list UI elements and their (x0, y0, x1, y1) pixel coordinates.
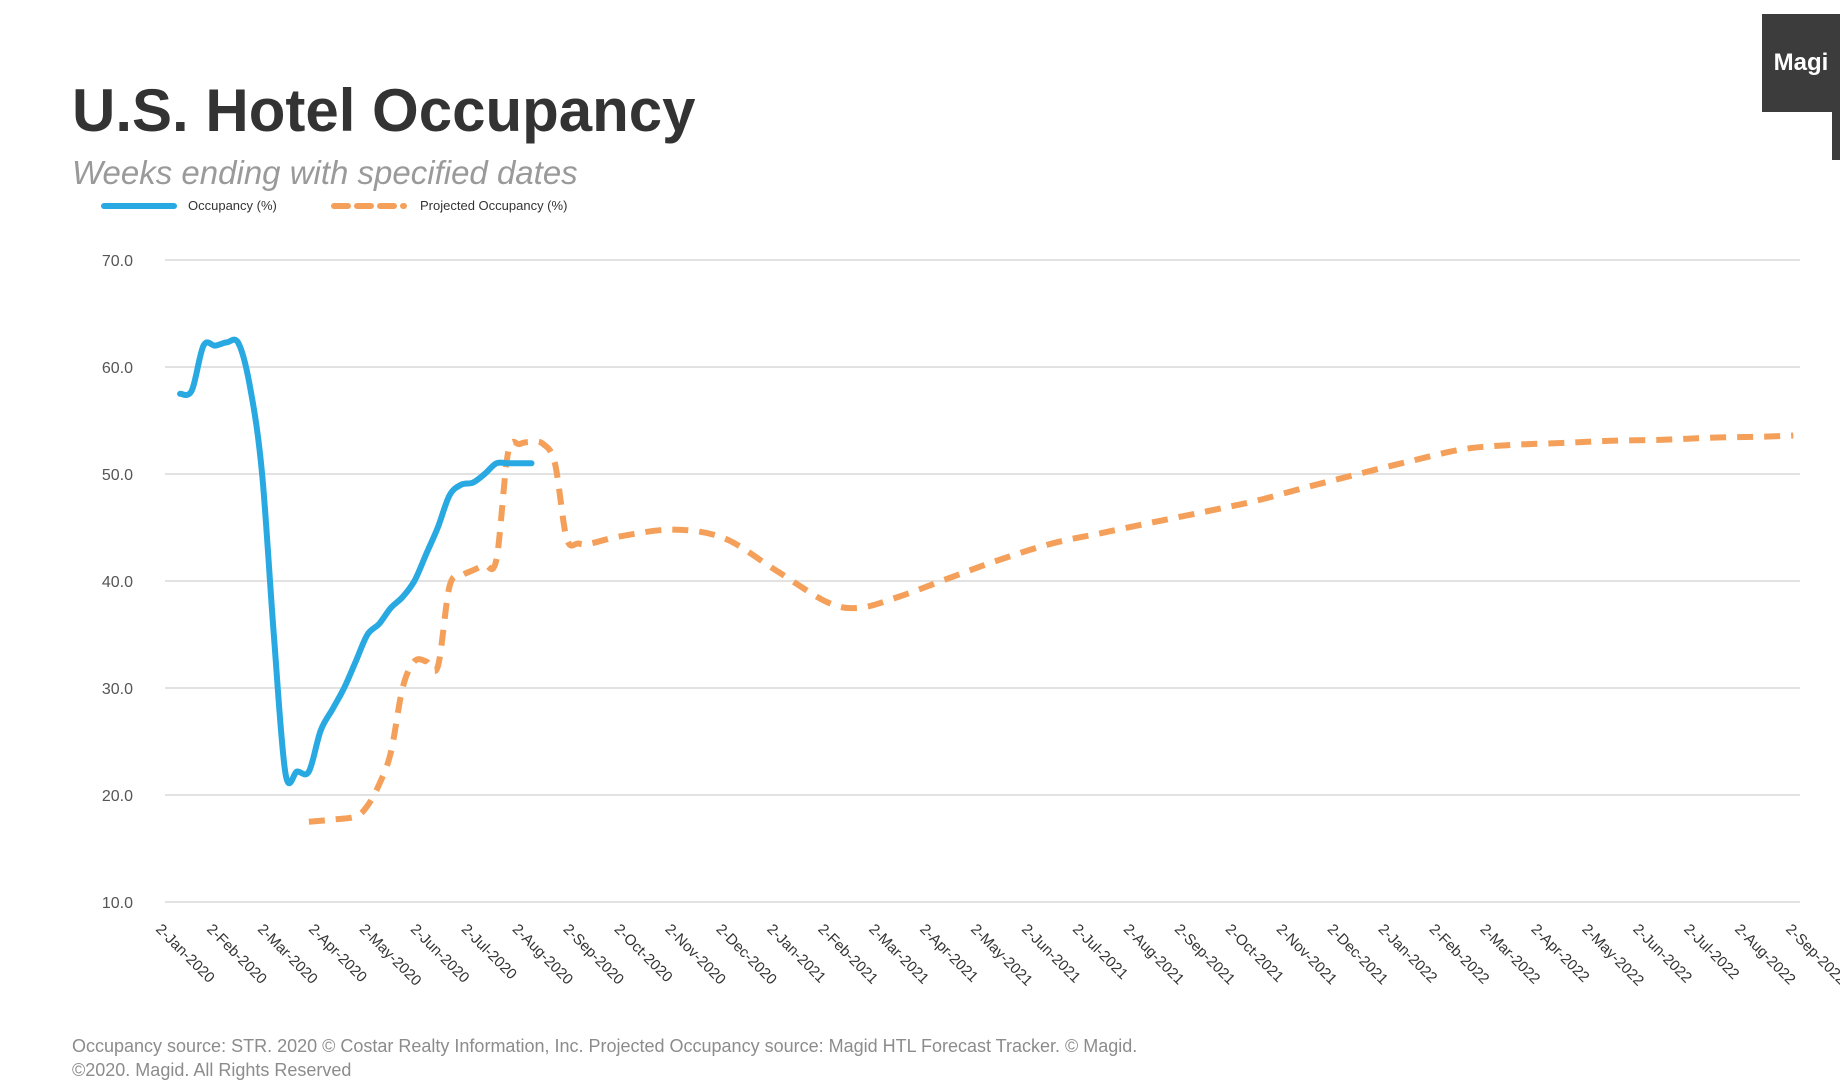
gridlines (165, 259, 1800, 903)
y-tick-label: 50.0 (102, 467, 133, 484)
y-tick-label: 70.0 (102, 253, 133, 270)
y-tick-label: 40.0 (102, 574, 133, 591)
legend-label-occupancy: Occupancy (%) (188, 198, 277, 213)
x-axis: 2-Jan-20202-Feb-20202-Mar-20202-Apr-2020… (152, 921, 1840, 990)
source-footer: Occupancy source: STR. 2020 © Costar Rea… (72, 1034, 1137, 1082)
y-tick-label: 60.0 (102, 360, 133, 377)
projected-occupancy-line (308, 432, 1794, 825)
chart-title: U.S. Hotel Occupancy (72, 77, 696, 144)
logo-text: Magi (1773, 49, 1829, 76)
series-lines (177, 336, 1794, 825)
occupancy-line (177, 336, 535, 787)
magid-logo: Magi (1762, 14, 1840, 112)
y-tick-label: 30.0 (102, 681, 133, 698)
legend-label-projected: Projected Occupancy (%) (420, 198, 567, 213)
y-axis: 10.0 20.0 30.0 40.0 50.0 60.0 70.0 (102, 253, 133, 912)
occupancy-chart: Occupancy (%) Projected Occupancy (%) 10… (101, 198, 1840, 990)
chart-subtitle: Weeks ending with specified dates (72, 154, 578, 191)
y-tick-label: 10.0 (102, 895, 133, 912)
y-tick-label: 20.0 (102, 788, 133, 805)
copyright-note: ©2020. Magid. All Rights Reserved (72, 1060, 352, 1080)
logo-accent-bar (1832, 112, 1840, 160)
legend: Occupancy (%) Projected Occupancy (%) (101, 198, 567, 213)
source-note: Occupancy source: STR. 2020 © Costar Rea… (72, 1036, 1138, 1056)
